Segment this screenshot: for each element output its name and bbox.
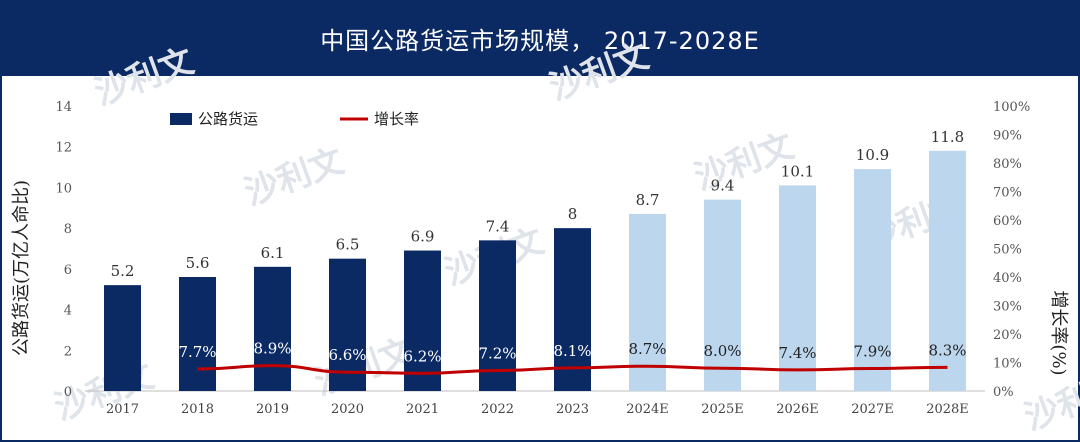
bar-value-label: 5.2 xyxy=(111,262,135,280)
watermark-text: 沙利文 xyxy=(89,41,199,113)
y-tick-left: 2 xyxy=(64,344,72,359)
growth-rate-line xyxy=(197,364,948,375)
watermark-text: 沙利文 xyxy=(1019,366,1080,438)
bar xyxy=(329,258,366,391)
bar-value-label: 10.9 xyxy=(856,146,889,164)
y-tick-right: 20% xyxy=(993,328,1022,343)
y-tick-left: 4 xyxy=(64,304,72,319)
y-tick-left: 10 xyxy=(55,181,72,196)
y-tick-left: 14 xyxy=(55,100,72,115)
growth-rate-label: 8.1% xyxy=(553,342,591,360)
x-tick-label: 2026E xyxy=(776,402,819,417)
bar xyxy=(479,240,516,391)
x-tick-label: 2027E xyxy=(851,402,894,417)
y-tick-right: 60% xyxy=(993,214,1022,229)
y-tick-left: 12 xyxy=(55,141,72,156)
growth-rate-label: 6.6% xyxy=(328,346,366,364)
y-tick-right: 100% xyxy=(993,100,1030,115)
y-tick-left: 6 xyxy=(64,263,72,278)
legend-label-line: 增长率 xyxy=(374,110,419,128)
bar xyxy=(104,285,141,391)
legend-label-bar: 公路货运 xyxy=(198,110,258,128)
bar xyxy=(704,199,741,391)
bar xyxy=(554,228,591,391)
chart-title: 中国公路货运市场规模， 2017-2028E xyxy=(0,0,1080,76)
watermark-text: 沙利文 xyxy=(239,141,349,213)
bar-value-label: 10.1 xyxy=(781,162,814,180)
bar xyxy=(404,250,441,391)
bar xyxy=(254,266,291,391)
y-tick-right: 50% xyxy=(993,243,1022,258)
x-tick-label: 2024E xyxy=(626,402,669,417)
growth-rate-label: 8.3% xyxy=(928,341,966,359)
bar-value-label: 6.5 xyxy=(336,236,360,254)
x-tick-label: 2025E xyxy=(701,402,744,417)
watermark-text: 沙利文 xyxy=(544,36,654,108)
bar xyxy=(854,169,891,391)
x-tick-label: 2019 xyxy=(256,402,289,417)
bar-value-label: 8 xyxy=(568,205,578,223)
y-tick-right: 80% xyxy=(993,157,1022,172)
x-tick-label: 2020 xyxy=(331,402,364,417)
bar-value-label: 7.4 xyxy=(486,217,510,235)
y-tick-right: 70% xyxy=(993,186,1022,201)
bar-value-label: 11.8 xyxy=(931,128,964,146)
y-tick-left: 8 xyxy=(64,222,72,237)
bar-value-label: 5.6 xyxy=(186,254,210,272)
y-tick-right: 0% xyxy=(993,385,1014,400)
growth-rate-label: 7.2% xyxy=(478,344,516,362)
y-tick-left: 0 xyxy=(64,385,72,400)
legend-swatch-bar xyxy=(170,113,192,125)
x-tick-label: 2018 xyxy=(181,402,214,417)
bar xyxy=(179,277,216,391)
bar xyxy=(779,185,816,391)
growth-rate-label: 7.4% xyxy=(778,344,816,362)
x-tick-label: 2017 xyxy=(106,402,139,417)
bar-value-label: 6.9 xyxy=(411,228,435,246)
y-tick-right: 40% xyxy=(993,271,1022,286)
y-tick-right: 30% xyxy=(993,300,1022,315)
x-tick-label: 2023 xyxy=(556,402,589,417)
y-tick-right: 10% xyxy=(993,357,1022,372)
growth-rate-label: 8.7% xyxy=(628,340,666,358)
y-tick-right: 90% xyxy=(993,129,1022,144)
bar xyxy=(629,213,666,391)
x-tick-label: 2021 xyxy=(406,402,439,417)
bar-value-label: 6.1 xyxy=(261,244,285,262)
bar-value-label: 8.7 xyxy=(636,191,660,209)
growth-rate-label: 8.0% xyxy=(703,342,741,360)
growth-rate-label: 6.2% xyxy=(403,347,441,365)
bar xyxy=(929,150,966,391)
growth-rate-label: 8.9% xyxy=(253,340,291,358)
x-tick-label: 2028E xyxy=(926,402,969,417)
growth-rate-label: 7.9% xyxy=(853,342,891,360)
growth-rate-label: 7.7% xyxy=(178,343,216,361)
bar-value-label: 9.4 xyxy=(711,177,735,195)
x-tick-label: 2022 xyxy=(481,402,514,417)
